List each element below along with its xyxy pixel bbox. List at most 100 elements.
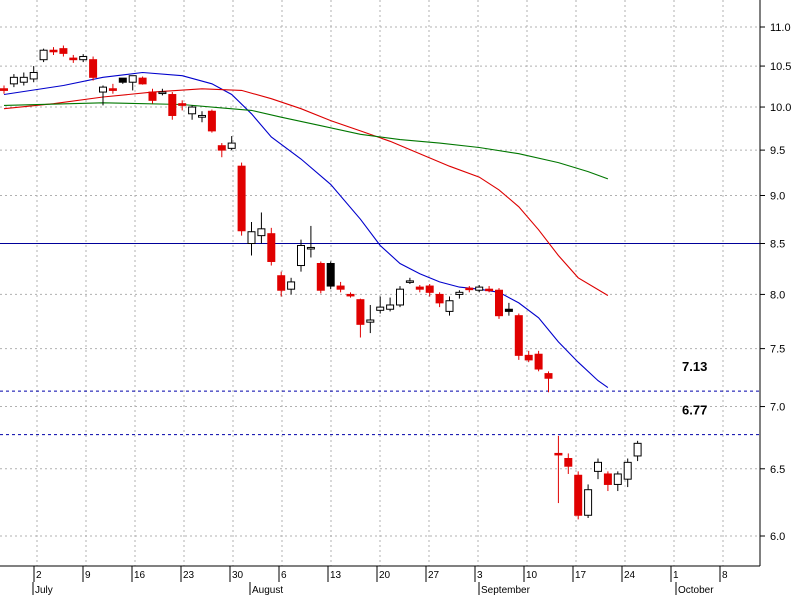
candle-body xyxy=(316,263,325,291)
annotations: 7.13 6.77 xyxy=(682,359,707,418)
candle-body xyxy=(396,288,404,306)
candle xyxy=(237,162,246,236)
candle xyxy=(316,261,325,294)
candle xyxy=(267,227,276,266)
candle-body xyxy=(564,458,573,467)
candle-body xyxy=(79,56,88,61)
x-tick-label: 2 xyxy=(36,570,42,581)
candle-body xyxy=(69,57,78,61)
y-tick-label: 8.0 xyxy=(770,289,785,301)
month-label: July xyxy=(35,585,53,595)
candle-body xyxy=(534,353,543,370)
candle-body xyxy=(168,94,177,116)
candle xyxy=(396,286,404,308)
candle xyxy=(198,111,206,123)
candle-body xyxy=(39,49,48,61)
candle-body xyxy=(267,233,276,262)
candle xyxy=(455,290,464,299)
candle xyxy=(247,222,256,256)
candle xyxy=(326,261,335,290)
candle-body xyxy=(435,293,444,304)
candle xyxy=(207,109,216,133)
candle xyxy=(475,285,484,293)
candle-body xyxy=(326,263,335,287)
y-axis: 11.0 10.5 10.0 9.5 9.0 8.5 8.0 7.5 7.0 6.5 6.0 xyxy=(760,22,791,543)
candle-body xyxy=(594,461,602,472)
candle xyxy=(613,471,622,492)
candle-body xyxy=(148,91,157,101)
candle xyxy=(39,48,48,63)
candle xyxy=(504,302,513,316)
candle xyxy=(346,292,355,298)
y-tick-label: 6.0 xyxy=(770,531,785,543)
candle-body xyxy=(346,293,355,297)
candle xyxy=(435,292,444,308)
month-label: August xyxy=(252,585,283,595)
candle xyxy=(336,281,345,293)
candle-body xyxy=(99,86,107,93)
candle xyxy=(168,92,177,120)
y-tick-label: 7.5 xyxy=(770,344,785,356)
x-tick-label: 17 xyxy=(575,570,587,581)
y-tick-label: 11.0 xyxy=(770,22,791,34)
candle xyxy=(217,143,226,158)
candle xyxy=(99,85,107,106)
candle-body xyxy=(118,77,127,83)
candle-body xyxy=(128,75,137,83)
y-tick-label: 9.5 xyxy=(770,145,785,157)
candle xyxy=(554,435,563,504)
moving-average-lines xyxy=(3,71,609,389)
candle-body xyxy=(59,48,68,54)
candle-body xyxy=(237,165,246,232)
candle-body xyxy=(415,286,424,290)
candle-body xyxy=(207,110,216,132)
candle-body xyxy=(356,299,365,325)
candle xyxy=(544,371,553,393)
candle xyxy=(514,313,523,360)
candle-body xyxy=(445,300,454,312)
candle xyxy=(118,77,127,84)
x-tick-label: 3 xyxy=(477,570,483,581)
candle-body xyxy=(0,88,8,91)
x-tick-label: 24 xyxy=(624,570,636,581)
candle-body xyxy=(138,77,147,85)
x-tick-label: 9 xyxy=(85,570,91,581)
x-tick-label: 13 xyxy=(330,570,342,581)
y-tick-label: 8.5 xyxy=(770,239,785,251)
y-tick-label: 9.0 xyxy=(770,191,785,203)
x-tick-label: 6 xyxy=(281,570,287,581)
candle-body xyxy=(257,228,266,237)
candle-body xyxy=(544,373,553,379)
x-axis: 2 9 16 23 30 6 13 20 27 3 10 17 24 1 8 July August Septem… xyxy=(32,566,728,595)
x-tick-label: 23 xyxy=(183,570,195,581)
candle-body xyxy=(554,452,563,456)
month-label: September xyxy=(481,585,531,595)
candle-body xyxy=(475,286,484,291)
candle-body xyxy=(495,289,503,317)
candle xyxy=(306,225,315,258)
candle xyxy=(445,296,454,316)
candle-body xyxy=(108,88,117,91)
candle xyxy=(594,458,602,480)
candle-body xyxy=(623,461,632,480)
price-level-label: 7.13 xyxy=(682,359,707,374)
x-tick-label: 27 xyxy=(428,570,440,581)
moving-average-line xyxy=(3,71,609,389)
candle xyxy=(574,471,583,520)
candle-body xyxy=(49,49,58,53)
candle-body xyxy=(465,287,474,291)
x-tick-label: 1 xyxy=(673,570,679,581)
candle-body xyxy=(574,474,583,516)
candle-body xyxy=(306,246,315,250)
grid-lines xyxy=(0,0,760,566)
candle xyxy=(633,440,642,462)
x-tick-label: 10 xyxy=(526,570,538,581)
candle xyxy=(524,350,533,363)
y-tick-label: 6.5 xyxy=(770,464,785,476)
candle xyxy=(584,484,593,518)
candle xyxy=(19,72,28,86)
candle xyxy=(415,285,424,293)
x-tick-label: 8 xyxy=(722,570,728,581)
candle-body xyxy=(227,142,236,149)
